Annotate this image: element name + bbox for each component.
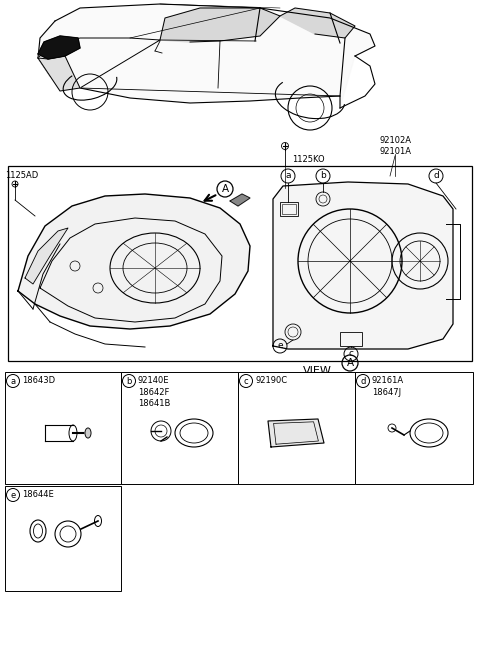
Text: A: A — [221, 184, 228, 194]
Polygon shape — [273, 182, 453, 349]
Bar — [280, 202, 298, 216]
Text: a: a — [285, 171, 291, 180]
Text: 18644E: 18644E — [22, 490, 54, 499]
Text: 92102A
92101A: 92102A 92101A — [380, 136, 412, 156]
Text: e: e — [277, 342, 283, 350]
Bar — [121, 372, 238, 484]
Text: d: d — [360, 377, 366, 386]
Text: e: e — [11, 491, 16, 499]
Text: b: b — [126, 377, 132, 386]
Polygon shape — [268, 419, 324, 447]
Text: c: c — [348, 350, 353, 358]
Text: VIEW: VIEW — [303, 366, 332, 376]
Bar — [282, 204, 296, 214]
Polygon shape — [230, 194, 250, 206]
Ellipse shape — [85, 428, 91, 438]
Text: 92140E: 92140E — [138, 376, 169, 385]
Polygon shape — [280, 8, 355, 38]
Text: A: A — [347, 358, 354, 368]
Text: a: a — [11, 377, 15, 386]
Text: 18643D: 18643D — [22, 376, 55, 385]
Bar — [340, 332, 362, 346]
Bar — [238, 372, 355, 484]
Bar — [5, 486, 121, 591]
Polygon shape — [38, 56, 80, 91]
Polygon shape — [38, 4, 375, 108]
Polygon shape — [18, 194, 250, 329]
Bar — [8, 166, 472, 361]
Bar — [355, 372, 473, 484]
Text: 1125AD: 1125AD — [5, 171, 38, 180]
Polygon shape — [38, 36, 80, 59]
Text: 92161A: 92161A — [372, 376, 404, 385]
Text: b: b — [320, 171, 326, 180]
Text: 1125KO: 1125KO — [292, 155, 324, 163]
Polygon shape — [160, 8, 280, 42]
Polygon shape — [25, 228, 68, 284]
Text: d: d — [433, 171, 439, 180]
Text: 92190C: 92190C — [255, 376, 287, 385]
Bar — [5, 372, 121, 484]
Text: 18647J: 18647J — [372, 388, 401, 397]
Text: 18642F
18641B: 18642F 18641B — [138, 388, 170, 408]
Text: c: c — [244, 377, 248, 386]
